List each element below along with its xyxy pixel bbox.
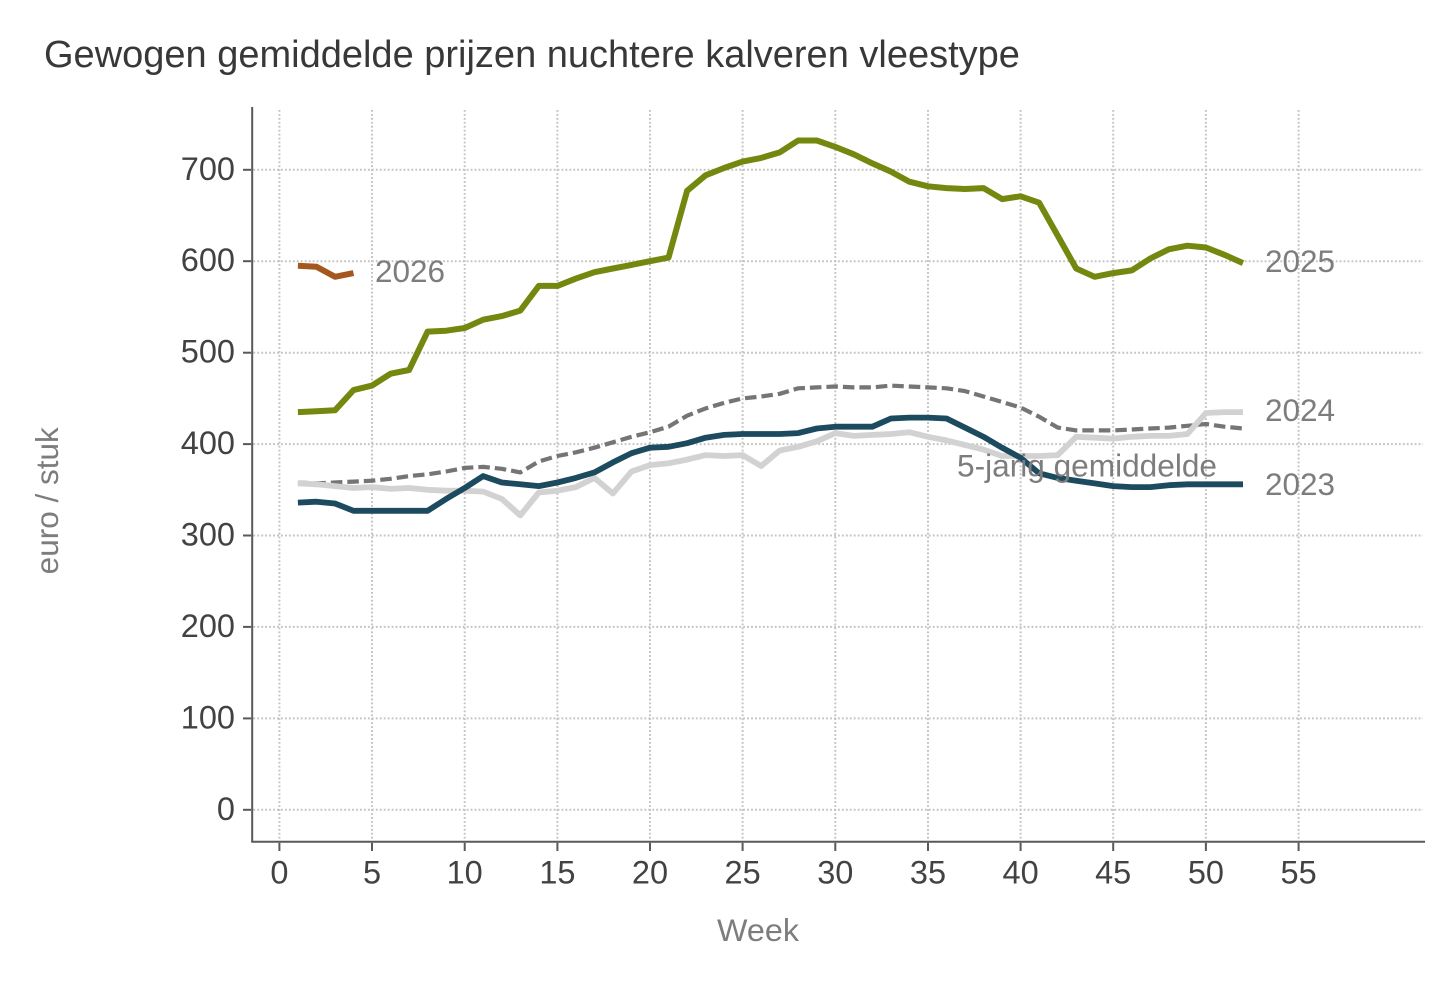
svg-text:35: 35 [910,855,946,891]
svg-text:2026: 2026 [375,253,445,289]
svg-text:30: 30 [817,855,853,891]
svg-text:0: 0 [217,791,235,827]
svg-text:600: 600 [181,242,235,278]
svg-text:300: 300 [181,517,235,553]
svg-text:5-jarig gemiddelde: 5-jarig gemiddelde [957,448,1217,484]
svg-text:700: 700 [181,151,235,187]
svg-text:5: 5 [363,855,381,891]
svg-text:2023: 2023 [1265,466,1335,502]
svg-text:200: 200 [181,608,235,644]
svg-text:Gewogen gemiddelde prijzen nuc: Gewogen gemiddelde prijzen nuchtere kalv… [44,34,1020,76]
svg-text:2024: 2024 [1265,392,1335,428]
svg-text:55: 55 [1281,855,1317,891]
svg-text:20: 20 [632,855,668,891]
svg-text:50: 50 [1188,855,1224,891]
svg-text:400: 400 [181,425,235,461]
svg-text:100: 100 [181,699,235,735]
svg-text:euro / stuk: euro / stuk [29,427,65,574]
svg-text:10: 10 [447,855,483,891]
svg-text:45: 45 [1095,855,1131,891]
svg-text:25: 25 [725,855,761,891]
svg-text:0: 0 [270,855,288,891]
svg-text:2025: 2025 [1265,243,1335,279]
svg-text:500: 500 [181,334,235,370]
svg-text:40: 40 [1003,855,1039,891]
svg-text:15: 15 [539,855,575,891]
svg-text:Week: Week [717,912,799,948]
